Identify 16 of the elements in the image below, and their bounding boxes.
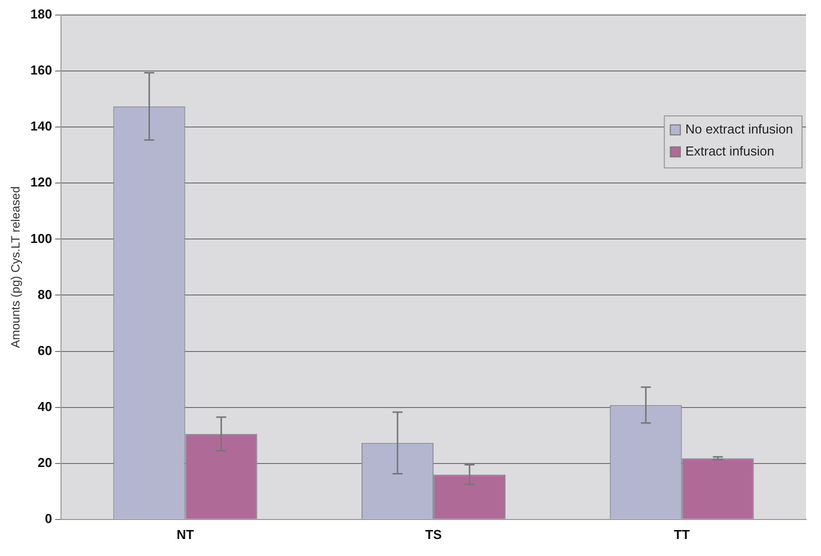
legend-label: Extract infusion — [685, 143, 774, 158]
y-tick-label: 0 — [44, 510, 52, 526]
y-tick-label: 120 — [30, 174, 52, 190]
x-tick-label: NT — [176, 526, 194, 542]
legend-label: No extract infusion — [685, 121, 794, 136]
y-tick-label: 80 — [38, 286, 52, 302]
y-tick-label: 160 — [30, 62, 52, 78]
y-tick-label: 20 — [38, 454, 52, 470]
y-tick-label: 100 — [30, 230, 52, 246]
y-tick-label: 140 — [30, 118, 52, 134]
x-tick-label: TT — [674, 526, 690, 542]
y-tick-label: 40 — [38, 398, 52, 414]
y-tick-label: 180 — [30, 6, 52, 22]
x-tick-label: TS — [425, 526, 442, 542]
y-axis-title: Amounts (pg) Cys.LT released — [8, 186, 23, 348]
y-tick-label: 60 — [38, 342, 52, 358]
